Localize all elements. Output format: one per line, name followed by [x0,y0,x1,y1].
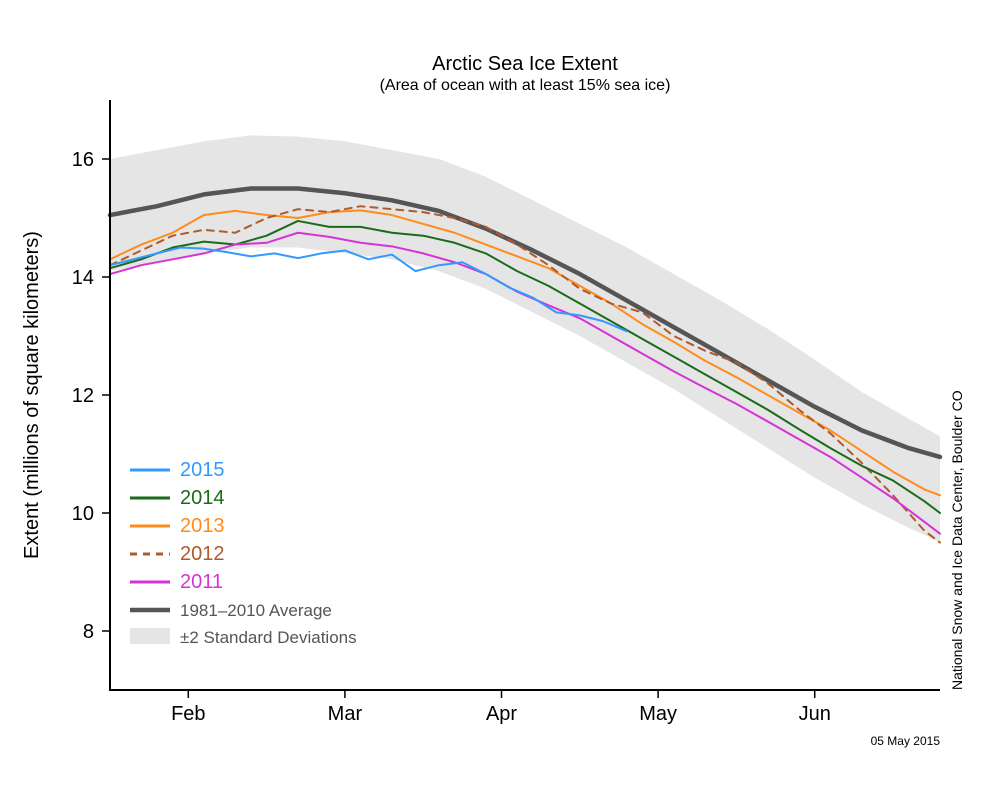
legend-label: 2012 [180,543,225,565]
y-tick-label: 8 [83,621,94,643]
chart-subtitle: (Area of ocean with at least 15% sea ice… [380,77,671,94]
legend-label: 2011 [180,571,223,593]
y-axis-label: Extent (millions of square kilometers) [21,231,43,559]
legend-label: 2015 [180,459,225,481]
attribution-text: National Snow and Ice Data Center, Bould… [949,390,965,690]
x-tick-label: Feb [171,703,205,725]
x-tick-label: Jun [799,703,831,725]
chart-svg: Arctic Sea Ice Extent (Area of ocean with… [0,0,1000,800]
x-tick-label: Apr [486,703,517,725]
y-tick-label: 14 [72,267,94,289]
y-tick-label: 16 [72,149,94,171]
x-tick-label: Mar [328,703,363,725]
legend-swatch-band [130,628,170,644]
legend-label: 2013 [180,515,225,537]
chart-title: Arctic Sea Ice Extent [432,53,618,75]
stddev-band [110,135,940,542]
x-tick-label: May [639,703,677,725]
date-stamp: 05 May 2015 [871,734,941,748]
legend-label: 1981–2010 Average [180,601,332,620]
y-tick-label: 12 [72,385,94,407]
sea-ice-chart: Arctic Sea Ice Extent (Area of ocean with… [0,0,1000,800]
y-tick-label: 10 [72,503,94,525]
legend-label: ±2 Standard Deviations [180,628,357,647]
legend-label: 2014 [180,487,225,509]
